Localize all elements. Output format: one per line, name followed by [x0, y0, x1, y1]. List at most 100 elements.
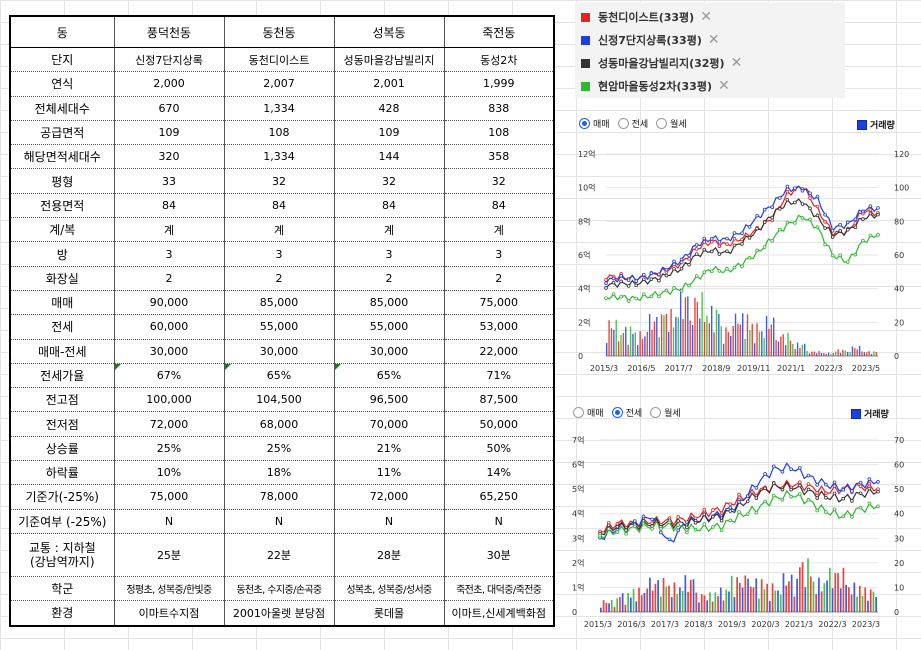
volume-bar — [811, 351, 813, 356]
table-cell: 33 — [113, 168, 225, 194]
radio-sale[interactable] — [573, 407, 584, 418]
legend-swatch — [581, 12, 590, 22]
remove-icon[interactable]: ✕ — [730, 55, 743, 71]
data-point — [762, 245, 767, 249]
data-point — [754, 486, 759, 490]
row-label: 전체세대수 — [9, 96, 115, 121]
volume-bar — [875, 596, 877, 612]
volume-bar — [813, 351, 815, 356]
radio-monthly[interactable] — [656, 118, 668, 129]
volume-bar — [785, 585, 788, 612]
data-point — [785, 189, 790, 194]
data-point — [800, 202, 805, 206]
volume-bar — [696, 301, 699, 356]
header-label: 동 — [9, 16, 115, 48]
data-point — [717, 252, 722, 256]
data-point — [709, 249, 714, 254]
volume-bar — [662, 577, 665, 612]
row-label: 연식 — [9, 71, 115, 97]
table-cell: 75,000 — [113, 484, 225, 510]
volume-bar — [815, 594, 818, 612]
data-point — [824, 495, 828, 500]
y2-tick-label: 100 — [894, 184, 909, 193]
data-point — [815, 194, 820, 199]
data-point — [800, 216, 805, 220]
volume-bar — [801, 344, 804, 356]
data-point — [672, 286, 676, 290]
table-cell: 동성2차 — [443, 47, 555, 73]
data-point — [780, 487, 785, 492]
legend-item-hyeonam[interactable]: 현암마을동성2차(33평) ✕ — [581, 75, 730, 97]
radio-sale[interactable] — [579, 118, 590, 129]
volume-bar — [613, 329, 615, 356]
radio-jeonse[interactable] — [617, 118, 629, 129]
table-cell: 롯데몰 — [333, 600, 445, 627]
legend-item-sinjeong[interactable]: 신정7단지상록(33평) ✕ — [581, 29, 720, 51]
y-tick-label: 3억 — [572, 533, 584, 543]
data-point — [702, 270, 707, 274]
volume-bar — [616, 598, 619, 612]
data-point — [770, 238, 775, 243]
row-label: 전세 — [9, 314, 115, 340]
remove-icon[interactable]: ✕ — [700, 9, 712, 25]
data-point — [641, 514, 646, 519]
volume-bar — [670, 308, 672, 356]
volume-bar — [867, 600, 869, 612]
data-point — [867, 481, 872, 486]
legend-item-dongcheon[interactable]: 동천디이스트(33평) ✕ — [581, 6, 712, 28]
volume-bar — [756, 323, 758, 356]
chart2-volume-legend[interactable]: 거래량 — [851, 407, 889, 420]
volume-bar — [695, 592, 698, 612]
data-point — [606, 523, 611, 528]
row-label: 전용면적 — [9, 193, 115, 219]
table-cell: 1,334 — [223, 144, 335, 170]
y2-tick-label: 70 — [894, 436, 904, 445]
chart1-volume-legend[interactable]: 거래량 — [857, 118, 895, 131]
volume-bar — [773, 317, 775, 356]
table-cell: N — [113, 509, 225, 534]
volume-bar — [854, 348, 856, 356]
volume-bar — [617, 341, 620, 356]
volume-bar — [796, 578, 798, 612]
volume-bar — [796, 342, 799, 356]
volume-bar — [720, 326, 722, 356]
volume-bar — [718, 313, 720, 356]
data-point — [830, 253, 835, 258]
volume-bar — [827, 352, 830, 356]
legend-item-seongdong[interactable]: 성동마을강남빌리지(32평) ✕ — [581, 52, 742, 74]
remove-icon[interactable]: ✕ — [707, 32, 720, 48]
radio-monthly[interactable] — [650, 407, 662, 418]
data-point — [732, 231, 737, 235]
y2-tick-label: 120 — [894, 150, 909, 159]
y-tick-label: 12억 — [578, 149, 596, 159]
volume-bar — [649, 577, 651, 612]
y-tick-label: 2억 — [572, 558, 584, 568]
table-row: 기준가(-25%) 75,000 78,000 72,000 65,250 — [9, 484, 555, 510]
data-point — [747, 255, 752, 260]
volume-bar — [608, 320, 610, 356]
data-point — [798, 480, 802, 484]
volume-bar — [858, 346, 861, 356]
volume-bar — [677, 317, 679, 356]
volume-bar — [746, 314, 749, 356]
volume-bar — [758, 331, 761, 356]
table-row: 연식 2,000 2,007 2,001 1,999 — [9, 71, 555, 97]
data-point — [747, 225, 752, 229]
volume-bar — [846, 351, 849, 356]
data-point — [711, 525, 715, 529]
data-point — [711, 508, 715, 512]
remove-icon[interactable]: ✕ — [717, 78, 730, 94]
volume-bar — [875, 352, 877, 356]
volume-bar — [646, 588, 649, 612]
volume-bar — [839, 352, 842, 356]
table-cell: 50% — [443, 436, 555, 462]
radio-jeonse[interactable] — [611, 407, 623, 418]
data-point — [815, 496, 819, 500]
data-point — [876, 489, 880, 494]
table-cell: 84 — [113, 193, 225, 219]
data-point — [717, 269, 722, 273]
volume-bar — [782, 573, 785, 612]
volume-bar — [744, 338, 746, 356]
table-cell: 50,000 — [443, 411, 555, 437]
volume-bar — [765, 316, 768, 356]
